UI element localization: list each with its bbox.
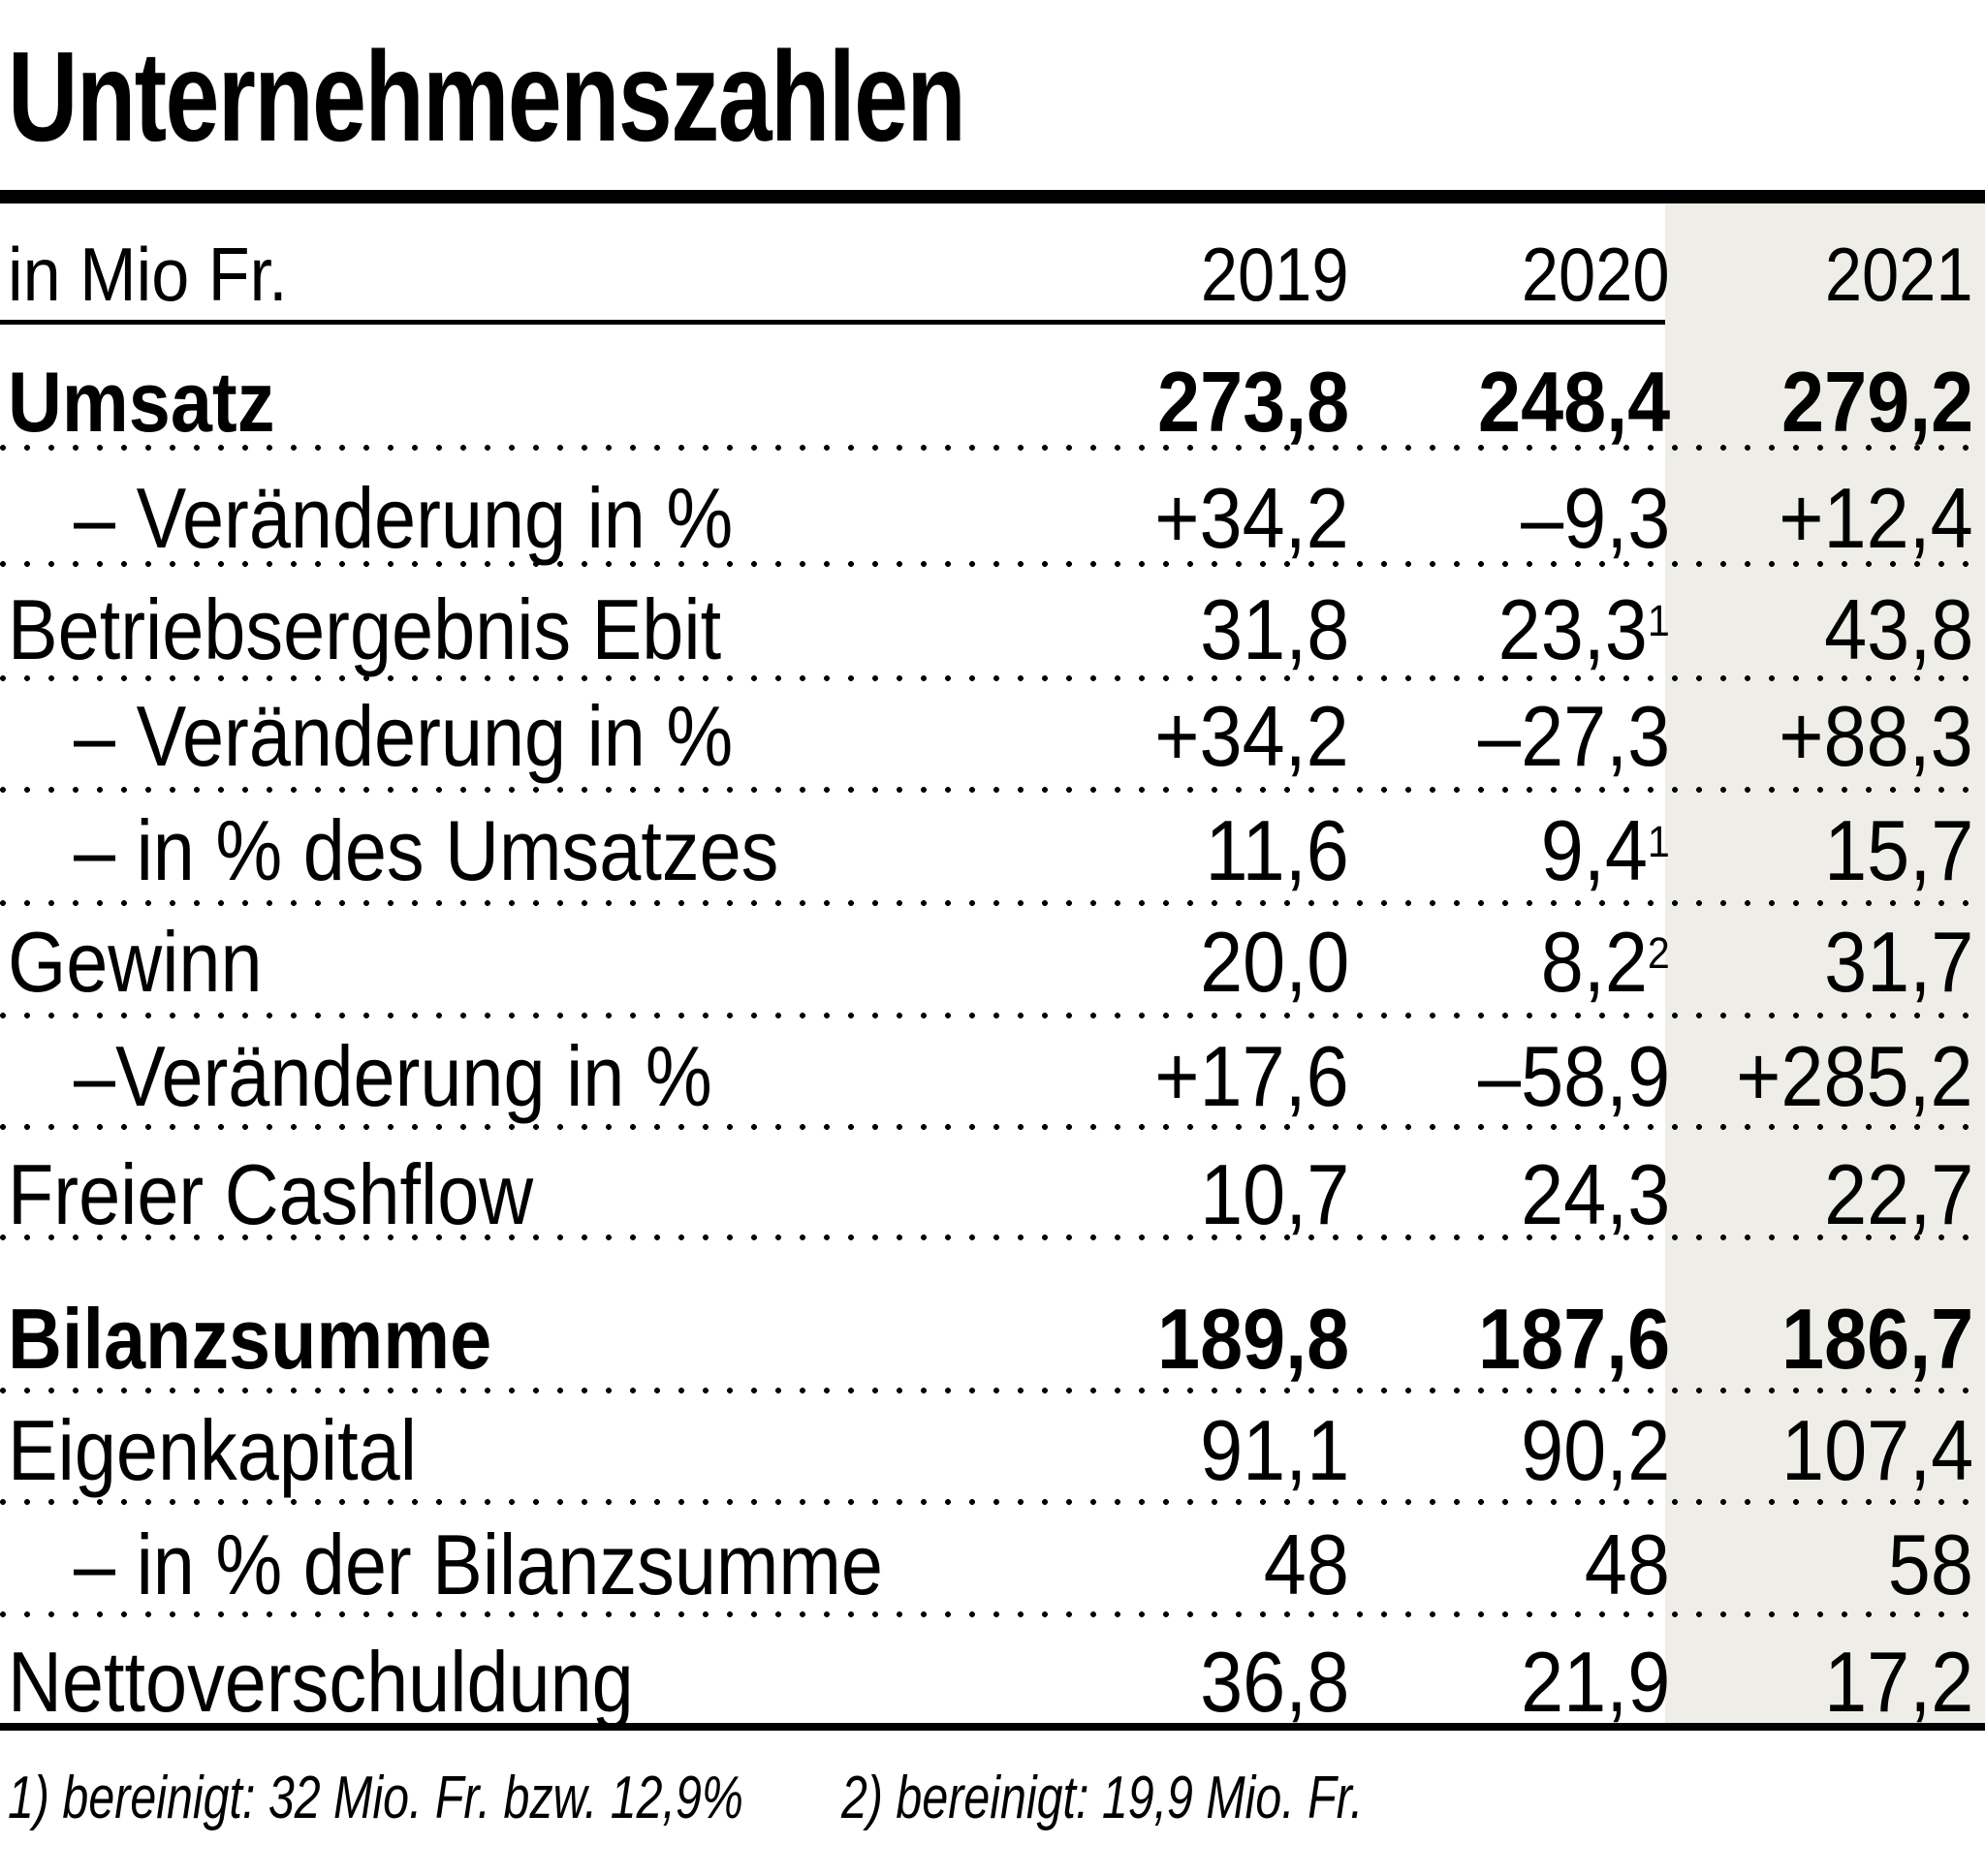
row-separator-dotted	[0, 561, 1985, 567]
value-2019: 31,8	[1199, 581, 1349, 677]
table-row: – in % der Bilanzsumme 48 48 58	[0, 1512, 1985, 1618]
value-2019: 91,1	[1199, 1402, 1349, 1498]
value-2021: +285,2	[1736, 1028, 1973, 1124]
value-2021: 107,4	[1780, 1402, 1973, 1498]
value-2019: +34,2	[1154, 688, 1349, 784]
value-2021: 43,8	[1823, 581, 1973, 677]
row-label: – Veränderung in %	[74, 688, 734, 784]
column-header-2019: 2019	[1201, 232, 1349, 317]
value-2021: 58	[1887, 1516, 1973, 1612]
table-row: – Veränderung in % +34,2 –9,3 +12,4	[0, 465, 1985, 572]
row-separator-dotted	[0, 1235, 1985, 1240]
row-label: Eigenkapital	[8, 1402, 417, 1498]
table-row: –Veränderung in % +17,6 –58,9 +285,2	[0, 1023, 1985, 1130]
value-2019: +34,2	[1154, 470, 1349, 566]
value-2020: –58,9	[1477, 1028, 1670, 1124]
row-label: Gewinn	[8, 914, 263, 1010]
value-2020: 24,3	[1520, 1146, 1670, 1242]
footnote-marker: 1	[1648, 817, 1670, 867]
footnote-marker: 1	[1648, 596, 1670, 646]
value-2019: 189,8	[1156, 1291, 1349, 1387]
value-2020: 48	[1584, 1516, 1670, 1612]
row-separator-dotted	[0, 675, 1985, 681]
row-label: –Veränderung in %	[74, 1028, 712, 1124]
row-separator-dotted	[0, 1499, 1985, 1505]
row-separator-dotted	[0, 1388, 1985, 1393]
value-2020: 21,9	[1520, 1634, 1670, 1730]
value-2021: +12,4	[1779, 470, 1973, 566]
title-rule	[0, 190, 1985, 203]
header-rule	[0, 320, 1985, 325]
value-2021: 22,7	[1823, 1146, 1973, 1242]
row-label: Freier Cashflow	[8, 1146, 534, 1242]
footnotes: 1) bereinigt: 32 Mio. Fr. bzw. 12,9% 2) …	[0, 1750, 1985, 1847]
footnote-1: 1) bereinigt: 32 Mio. Fr. bzw. 12,9%	[8, 1765, 743, 1831]
table-row: Bilanzsumme 189,8 187,6 186,7	[0, 1286, 1985, 1392]
value-2020: 23,31	[1497, 581, 1670, 677]
value-2020: 9,41	[1540, 802, 1670, 898]
value-2020: 248,4	[1477, 354, 1670, 450]
value-2019: 10,7	[1199, 1146, 1349, 1242]
column-header-2021: 2021	[1825, 232, 1973, 317]
value-2019: 273,8	[1156, 354, 1349, 450]
row-label: – Veränderung in %	[74, 470, 734, 566]
value-2021: 279,2	[1780, 354, 1973, 450]
value-2021: +88,3	[1779, 688, 1973, 784]
row-separator-dotted	[0, 1124, 1985, 1130]
row-separator-dotted	[0, 1611, 1985, 1617]
row-label: Umsatz	[8, 354, 275, 450]
table-row: – in % des Umsatzes 11,6 9,41 15,7	[0, 797, 1985, 904]
table-header-row: in Mio Fr. 2019 2020 2021	[0, 221, 1985, 328]
bottom-rule	[0, 1723, 1985, 1731]
row-label: Bilanzsumme	[8, 1291, 492, 1387]
value-2021: 17,2	[1823, 1634, 1973, 1730]
highlight-column-2021	[1665, 203, 1985, 1723]
table-row: Umsatz 273,8 248,4 279,2	[0, 349, 1985, 455]
page-title: Unternehmenszahlen	[8, 25, 966, 168]
value-2021: 15,7	[1823, 802, 1973, 898]
value-2020: 90,2	[1520, 1402, 1670, 1498]
table-row: Nettoverschuldung 36,8 21,9 17,2	[0, 1629, 1985, 1735]
row-label: Nettoverschuldung	[8, 1634, 634, 1730]
table-row: Freier Cashflow 10,7 24,3 22,7	[0, 1141, 1985, 1248]
table-row: Gewinn 20,0 8,22 31,7	[0, 909, 1985, 1016]
row-separator-dotted	[0, 900, 1985, 906]
footnote-2: 2) bereinigt: 19,9 Mio. Fr.	[841, 1765, 1364, 1831]
column-header-2020: 2020	[1522, 232, 1670, 317]
row-label: – in % des Umsatzes	[74, 802, 779, 898]
row-label: – in % der Bilanzsumme	[74, 1516, 883, 1612]
value-2019: 11,6	[1205, 802, 1349, 898]
table-row: Betriebsergebnis Ebit 31,8 23,31 43,8	[0, 577, 1985, 683]
table-row: – Veränderung in % +34,2 –27,3 +88,3	[0, 683, 1985, 790]
value-2020: –9,3	[1520, 470, 1670, 566]
footnote-marker: 2	[1648, 928, 1670, 979]
value-2020: 8,22	[1540, 914, 1670, 1010]
value-2019: 48	[1263, 1516, 1349, 1612]
value-2021: 31,7	[1823, 914, 1973, 1010]
row-separator-dotted	[0, 1013, 1985, 1018]
value-2021: 186,7	[1780, 1291, 1973, 1387]
value-2020: –27,3	[1477, 688, 1670, 784]
row-separator-dotted	[0, 445, 1985, 451]
value-2019: +17,6	[1154, 1028, 1349, 1124]
table-row: Eigenkapital 91,1 90,2 107,4	[0, 1397, 1985, 1504]
value-2019: 36,8	[1199, 1634, 1349, 1730]
row-label: Betriebsergebnis Ebit	[8, 581, 722, 677]
value-2019: 20,0	[1199, 914, 1349, 1010]
row-separator-dotted	[0, 787, 1985, 793]
value-2020: 187,6	[1477, 1291, 1670, 1387]
unit-label: in Mio Fr.	[8, 232, 288, 317]
